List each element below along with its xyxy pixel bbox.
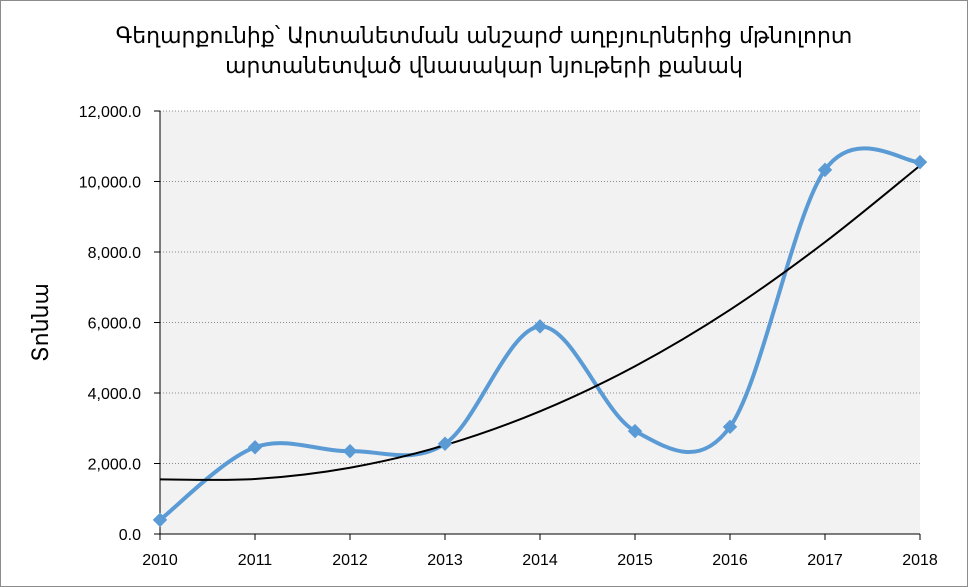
data-point-marker (627, 423, 643, 439)
chart-title-line-1: Գեղարքունիք՝ Արտանետման անշարժ աղբյուրնե… (115, 24, 853, 49)
data-point-marker (437, 436, 453, 451)
y-tick-labels: 0.0 2,000.0 4,000.0 6,000.0 8,000.0 10,000.0 1… (79, 104, 141, 544)
x-tick-label: 2011 (238, 552, 273, 569)
x-tick-label: 2016 (712, 552, 748, 569)
data-point-marker (817, 162, 833, 178)
x-tick-labels: 2010 2011 2012 2013 2014 2015 2016 2017 2018 (142, 552, 938, 569)
x-tick-label: 2017 (807, 552, 843, 569)
x-tick-label: 2018 (902, 552, 938, 569)
y-tick-label: 2,000.0 (88, 457, 141, 474)
series-layer (152, 146, 928, 528)
x-tick-label: 2013 (427, 552, 463, 569)
y-tick-label: 4,000.0 (88, 386, 141, 403)
axes (154, 110, 921, 540)
x-tick-label: 2015 (617, 552, 653, 569)
x-tick-label: 2012 (332, 552, 368, 569)
data-point-marker (247, 440, 263, 455)
data-point-marker (532, 319, 548, 334)
trendline (159, 164, 921, 481)
chart-title-line-2: արտանետված վնասակար նյութերի քանակ (225, 54, 743, 79)
y-tick-label: 6,000.0 (88, 316, 141, 333)
x-tick-label: 2010 (142, 552, 178, 569)
y-tick-label: 12,000.0 (79, 104, 141, 121)
x-tick-label: 2014 (522, 552, 558, 569)
y-axis-label: Տոննա (29, 283, 54, 362)
data-point-marker (912, 154, 928, 170)
y-tick-label: 10,000.0 (79, 175, 141, 192)
y-tick-label: 8,000.0 (88, 245, 141, 262)
data-point-marker (342, 443, 358, 459)
data-point-marker (152, 512, 168, 528)
series-line (158, 146, 921, 522)
data-point-marker (722, 419, 738, 435)
chart-title: Գեղարքունիք՝ Արտանետման անշարժ աղբյուրնե… (0, 22, 968, 82)
y-tick-label: 0.0 (119, 527, 141, 544)
